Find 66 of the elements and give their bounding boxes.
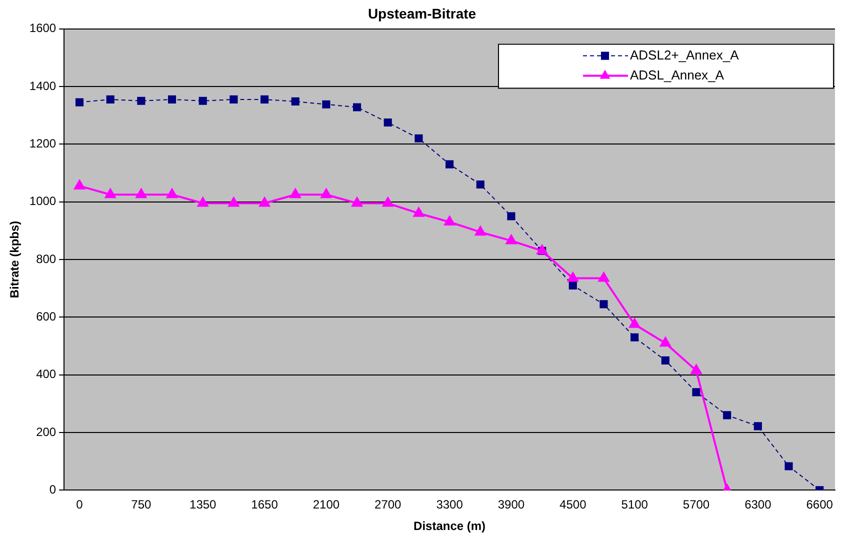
point <box>661 356 670 364</box>
point <box>137 96 146 105</box>
x-tick-label: 3300 <box>436 498 464 512</box>
point <box>352 197 362 207</box>
point <box>630 333 639 342</box>
point <box>476 180 484 189</box>
point <box>291 97 300 106</box>
x-tick-label: 3900 <box>498 498 525 512</box>
point <box>106 95 114 104</box>
x-tick-label: 0 <box>76 498 84 512</box>
point <box>446 160 454 168</box>
point <box>75 98 84 106</box>
y-tick-label: 1400 <box>29 78 56 93</box>
x-tick-label: 6600 <box>806 498 834 512</box>
y-tick-label: 1000 <box>29 194 56 208</box>
point <box>105 188 116 198</box>
point <box>600 300 608 308</box>
point <box>629 318 640 328</box>
y-tick-label: 800 <box>36 252 56 266</box>
y-tick-label: 1200 <box>29 136 56 150</box>
point <box>322 100 330 108</box>
y-tick-label: 200 <box>36 424 56 439</box>
point <box>166 188 178 198</box>
point <box>598 272 610 282</box>
point <box>444 216 455 226</box>
x-tick-label: 750 <box>131 498 152 512</box>
point <box>384 118 392 127</box>
x-axis-title: Distance (m) <box>414 519 486 534</box>
x-tick-label: 4500 <box>560 498 587 512</box>
point <box>74 180 85 190</box>
legend-label: ADSL2+_Annex_A <box>630 47 740 62</box>
point <box>382 197 394 207</box>
x-tick-label: 5100 <box>621 498 648 512</box>
point <box>568 272 578 282</box>
point <box>353 103 362 112</box>
point <box>136 188 147 198</box>
y-tick-label: 1600 <box>29 21 56 36</box>
legend-label: ADSL_Annex_A <box>630 67 724 82</box>
point <box>507 212 516 220</box>
x-tick-label: 6300 <box>744 498 772 512</box>
point <box>228 197 240 207</box>
x-tick-label: 1350 <box>190 498 217 512</box>
point <box>259 197 270 207</box>
point <box>568 281 577 290</box>
point <box>506 234 517 244</box>
y-tick-label: 400 <box>36 367 56 382</box>
x-tick-label: 2100 <box>312 498 340 512</box>
y-tick-label: 600 <box>36 309 56 324</box>
point <box>230 95 238 104</box>
y-axis-title: Bitrate (kpbs) <box>8 220 22 298</box>
point <box>690 364 702 374</box>
point <box>198 96 207 105</box>
chart-title: Upsteam-Bitrate <box>368 5 476 22</box>
point <box>198 197 208 207</box>
point <box>413 207 424 217</box>
point <box>168 95 176 104</box>
x-tick-label: 5700 <box>682 498 710 512</box>
x-tick-label: 2700 <box>374 498 402 512</box>
point <box>290 188 301 198</box>
point <box>260 95 269 104</box>
point <box>320 188 332 198</box>
x-tick-label: 1650 <box>251 498 278 512</box>
point <box>660 337 671 347</box>
y-tick-label: 0 <box>49 482 56 497</box>
point <box>475 226 486 236</box>
point <box>414 134 423 142</box>
